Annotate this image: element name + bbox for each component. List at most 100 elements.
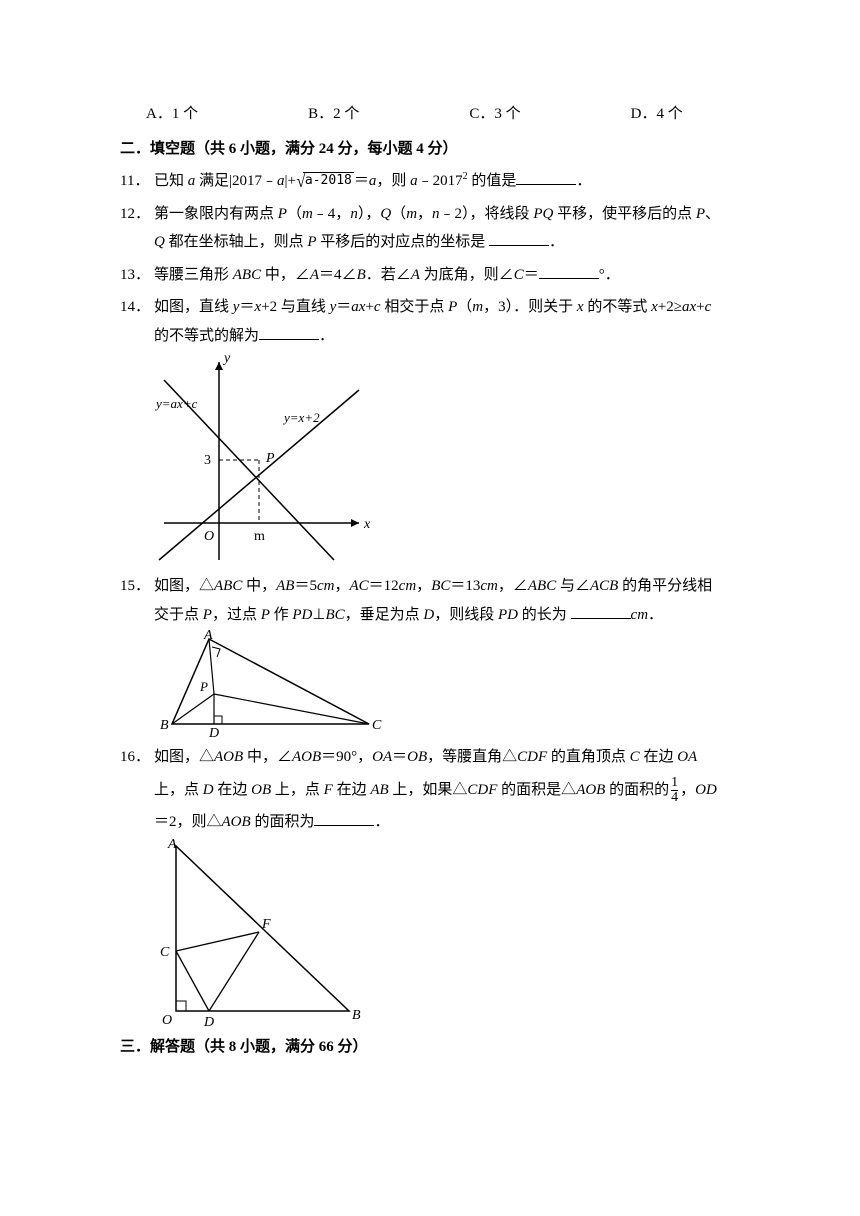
q16-OA2: OA bbox=[677, 749, 697, 765]
q12-t6: ， bbox=[417, 206, 432, 222]
q12-num: 12． bbox=[120, 200, 154, 229]
q10-b-label: B． bbox=[308, 106, 333, 122]
q13-t1: 等腰三角形 bbox=[154, 267, 233, 283]
q12-Q2: Q bbox=[154, 234, 165, 250]
q15-t7: ＝13 bbox=[450, 578, 480, 594]
q12-t3: ﹣4， bbox=[313, 206, 351, 222]
q13-A2: A bbox=[411, 267, 420, 283]
section-2-title: 二．填空题（共 6 小题，满分 24 分，每小题 4 分） bbox=[120, 135, 750, 164]
svg-text:P: P bbox=[199, 679, 208, 694]
q15-blank bbox=[571, 603, 631, 619]
q15-t5: ＝12 bbox=[369, 578, 399, 594]
q12-P2: P bbox=[696, 206, 705, 222]
q10-c-text: 3 个 bbox=[494, 106, 520, 122]
q12-t12: ． bbox=[549, 234, 564, 250]
q12-t5: （ bbox=[391, 206, 406, 222]
q15-BC2: BC bbox=[325, 607, 344, 623]
q16-OB2: OB bbox=[251, 782, 271, 798]
q16-t16: ＝2，则△ bbox=[154, 814, 222, 830]
q14-figure: y x O m 3 P y=ax+c y=x+2 bbox=[120, 350, 750, 568]
q16-D1: D bbox=[203, 782, 214, 798]
q16-blank bbox=[314, 810, 374, 826]
svg-text:B: B bbox=[160, 718, 169, 733]
svg-text:F: F bbox=[261, 917, 271, 932]
q15: 15． 如图，△ABC 中，AB＝5cm，AC＝12cm，BC＝13cm，∠AB… bbox=[120, 572, 750, 601]
q15-t18: ． bbox=[648, 607, 663, 623]
q10-option-c: C．3 个 bbox=[469, 100, 520, 129]
q16-t15: ， bbox=[680, 782, 695, 798]
q12-line2: Q 都在坐标轴上，则点 P 平移后的对应点的坐标是 ． bbox=[120, 228, 750, 257]
q15-AC: AC bbox=[349, 578, 368, 594]
q15-ABC: ABC bbox=[214, 578, 242, 594]
q14-t8: ，3）．则关于 bbox=[483, 299, 577, 315]
q16-line2: 上，点 D 在边 OB 上，点 F 在边 AB 上，如果△CDF 的面积是△AO… bbox=[120, 772, 750, 808]
q11-t5: ，则 bbox=[376, 173, 410, 189]
q14-m1: m bbox=[472, 299, 483, 315]
q12-m1: m bbox=[302, 206, 313, 222]
q11-sqrt: √a-2018 bbox=[296, 172, 354, 190]
q16-t11: 在边 bbox=[333, 782, 371, 798]
q16-chart-svg: A O B C D F bbox=[154, 836, 376, 1027]
q10-c-label: C． bbox=[469, 106, 494, 122]
q15-t13: 作 bbox=[270, 607, 293, 623]
q12-n2: n bbox=[432, 206, 440, 222]
q16-OD1: OD bbox=[695, 782, 717, 798]
q16-t8: 上，点 bbox=[154, 782, 203, 798]
q11-t2: 满足|2017﹣ bbox=[195, 173, 277, 189]
q15-t4: ， bbox=[334, 578, 349, 594]
q14-blank bbox=[259, 324, 319, 340]
q14-x2: x bbox=[577, 299, 584, 315]
q12-t2: （ bbox=[287, 206, 302, 222]
q16-t7: 在边 bbox=[640, 749, 678, 765]
q16-CDF2: CDF bbox=[467, 782, 497, 798]
q12-body: 第一象限内有两点 P（m﹣4，n），Q（m，n﹣2），将线段 PQ 平移，使平移… bbox=[154, 200, 750, 229]
q13-t7: °． bbox=[599, 267, 620, 283]
q11-t8: ． bbox=[576, 173, 591, 189]
q16-t18: ． bbox=[374, 814, 389, 830]
q15-t14: ⊥ bbox=[312, 607, 325, 623]
q14-x3: x bbox=[651, 299, 658, 315]
q16-num: 16． bbox=[120, 743, 154, 772]
q13-t4: ．若∠ bbox=[366, 267, 411, 283]
q15-t6: ， bbox=[416, 578, 431, 594]
q12-t4: ）， bbox=[358, 206, 381, 222]
q14-t2: ＝ bbox=[239, 299, 254, 315]
q15-P1: P bbox=[203, 607, 212, 623]
q11-blank bbox=[516, 169, 576, 185]
q14-t13: ． bbox=[319, 328, 334, 344]
q16-t17: 的面积为 bbox=[251, 814, 315, 830]
q10-option-a: A．1 个 bbox=[146, 100, 198, 129]
q14-t11: + bbox=[696, 299, 704, 315]
q13-B1: B bbox=[357, 267, 366, 283]
q14-P1: P bbox=[448, 299, 457, 315]
q16-AB1: AB bbox=[370, 782, 388, 798]
fig14-x-label: x bbox=[363, 517, 371, 532]
q15-ABC2: ABC bbox=[528, 578, 556, 594]
q13-num: 13． bbox=[120, 261, 154, 290]
q14-t6: 相交于点 bbox=[381, 299, 449, 315]
svg-text:A: A bbox=[167, 837, 177, 852]
q15-cm4: cm bbox=[631, 607, 649, 623]
q15-PD2: PD bbox=[498, 607, 518, 623]
q12-t7: ﹣2），将线段 bbox=[440, 206, 534, 222]
q14: 14． 如图，直线 y＝x+2 与直线 y＝ax+c 相交于点 P（m，3）．则… bbox=[120, 293, 750, 322]
q16-AOB4: AOB bbox=[222, 814, 251, 830]
q11: 11． 已知 a 满足|2017﹣a|+√a-2018＝a，则 a﹣20172 … bbox=[120, 167, 750, 196]
q11-body: 已知 a 满足|2017﹣a|+√a-2018＝a，则 a﹣20172 的值是． bbox=[154, 167, 750, 196]
q16-AOB2: AOB bbox=[292, 749, 321, 765]
q16-t1: 如图，△ bbox=[154, 749, 214, 765]
q12-t11: 平移后的对应点的坐标是 bbox=[317, 234, 490, 250]
section-3-title: 三．解答题（共 8 小题，满分 66 分） bbox=[120, 1033, 750, 1062]
q15-chart-svg: A B C D P bbox=[154, 629, 386, 739]
q15-body: 如图，△ABC 中，AB＝5cm，AC＝12cm，BC＝13cm，∠ABC 与∠… bbox=[154, 572, 750, 601]
q15-AB: AB bbox=[276, 578, 294, 594]
q12-blank bbox=[489, 230, 549, 246]
q10-b-text: 2 个 bbox=[333, 106, 359, 122]
svg-text:B: B bbox=[352, 1008, 361, 1023]
q16-t6: 的直角顶点 bbox=[547, 749, 630, 765]
q13-t3: ＝4∠ bbox=[319, 267, 357, 283]
svg-text:C: C bbox=[160, 945, 170, 960]
q12: 12． 第一象限内有两点 P（m﹣4，n），Q（m，n﹣2），将线段 PQ 平移… bbox=[120, 200, 750, 229]
q13-C: C bbox=[514, 267, 524, 283]
q14-ax2: ax bbox=[682, 299, 696, 315]
